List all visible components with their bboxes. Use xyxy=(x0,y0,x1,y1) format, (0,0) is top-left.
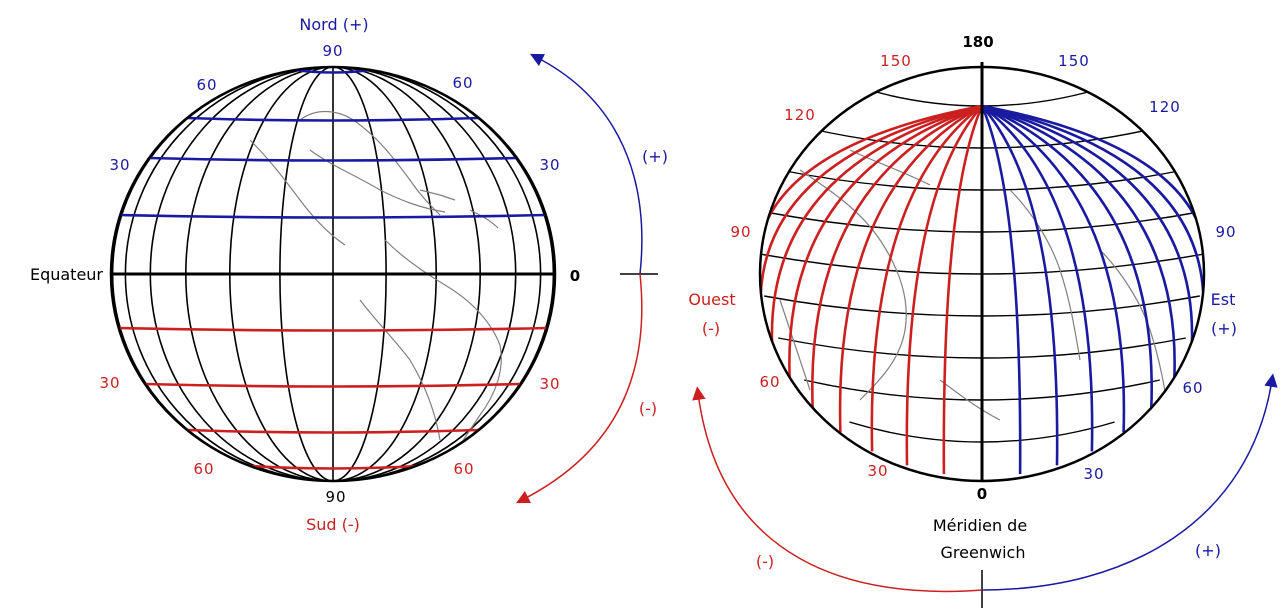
equator-zero-label: 0 xyxy=(570,267,580,285)
longitude-arrows xyxy=(692,373,1278,608)
greenwich-zero-value: 0 xyxy=(977,485,987,503)
north-parallel-line xyxy=(187,116,479,122)
east-meridian-line xyxy=(981,104,1126,433)
equator-label: Equateur xyxy=(30,265,103,284)
west-meridian-line xyxy=(760,104,983,319)
lat-label-s60-right: 60 xyxy=(453,460,474,478)
lon-label-w150: 150 xyxy=(880,52,912,70)
east-label: Est xyxy=(1211,290,1236,309)
latitude-globe-labels: Nord (+) 90 60 60 30 30 Equateur 0 30 30… xyxy=(30,15,668,534)
greenwich-label-line1: Méridien de xyxy=(933,516,1027,535)
longitude-globe-meridians xyxy=(760,104,1204,475)
latitude-globe xyxy=(109,65,557,483)
north-label: Nord (+) xyxy=(299,15,368,34)
lon-label-e150: 150 xyxy=(1058,52,1090,70)
lat-label-n60-right: 60 xyxy=(452,74,473,92)
lat-label-n60-left: 60 xyxy=(196,76,217,94)
east-meridian-line xyxy=(981,104,1204,319)
lon-label-e90: 90 xyxy=(1215,223,1236,241)
longitude-globe-labels: 180 150 120 90 60 30 150 120 90 60 30 0 … xyxy=(688,33,1237,571)
east-meridian-line xyxy=(980,105,1022,475)
lon-label-w90: 90 xyxy=(730,223,751,241)
east-meridian-line xyxy=(981,104,1204,285)
lat-label-s60-left: 60 xyxy=(193,460,214,478)
west-meridian-line xyxy=(905,105,983,466)
south-parallel-line xyxy=(144,382,522,388)
lat-label-n30-right: 30 xyxy=(539,156,560,174)
longitude-globe xyxy=(758,62,1206,483)
south-arrow xyxy=(515,273,643,504)
lon-label-w120: 120 xyxy=(784,106,816,124)
latitude-globe-parallels xyxy=(118,68,548,470)
west-meridian-line xyxy=(838,104,983,433)
east-meridian-line xyxy=(981,104,1194,351)
west-meridian-line xyxy=(870,104,983,452)
north-arrow-sign: (+) xyxy=(642,147,668,166)
south-pole-value: 90 xyxy=(325,488,346,506)
east-meridian-line xyxy=(981,104,1094,452)
west-sign: (-) xyxy=(702,319,720,338)
west-arrow-sign: (-) xyxy=(756,552,774,571)
south-arrow-sign: (-) xyxy=(639,399,657,418)
north-arrow xyxy=(529,53,643,275)
east-meridian-line xyxy=(981,104,1153,409)
greenwich-label-line2: Greenwich xyxy=(941,543,1026,562)
lon-label-e30: 30 xyxy=(1083,465,1104,483)
lon-label-e60: 60 xyxy=(1182,379,1203,397)
lon-label-w60: 60 xyxy=(759,373,780,391)
north-pole-value: 90 xyxy=(322,42,343,60)
east-sign: (+) xyxy=(1211,319,1237,338)
east-arrow xyxy=(981,373,1278,591)
north-parallel-line xyxy=(120,213,546,219)
west-label: Ouest xyxy=(688,290,735,309)
east-arrow-sign: (+) xyxy=(1195,541,1221,560)
west-meridian-line xyxy=(788,104,983,382)
west-meridian-line xyxy=(760,104,983,285)
lat-label-n30-left: 30 xyxy=(109,156,130,174)
lat-label-s30-right: 30 xyxy=(539,375,560,393)
south-parallel-line xyxy=(187,428,479,434)
west-meridian-line xyxy=(770,104,983,351)
east-meridian-line xyxy=(981,104,1176,382)
west-meridian-line xyxy=(811,104,983,409)
lon-label-e120: 120 xyxy=(1149,98,1181,116)
south-label: Sud (-) xyxy=(306,515,360,534)
south-parallel-line xyxy=(118,326,548,332)
south-parallel-line xyxy=(249,464,417,470)
latitude-arrows xyxy=(515,53,658,504)
lat-label-s30-left: 30 xyxy=(99,374,120,392)
north-parallel-line xyxy=(295,68,371,74)
east-meridian-line xyxy=(981,105,1059,466)
west-meridian-line xyxy=(942,105,984,475)
west-arrow xyxy=(692,386,983,593)
antimeridian-value: 180 xyxy=(962,33,993,51)
lon-label-w30: 30 xyxy=(867,462,888,480)
north-parallel-line xyxy=(149,156,517,162)
